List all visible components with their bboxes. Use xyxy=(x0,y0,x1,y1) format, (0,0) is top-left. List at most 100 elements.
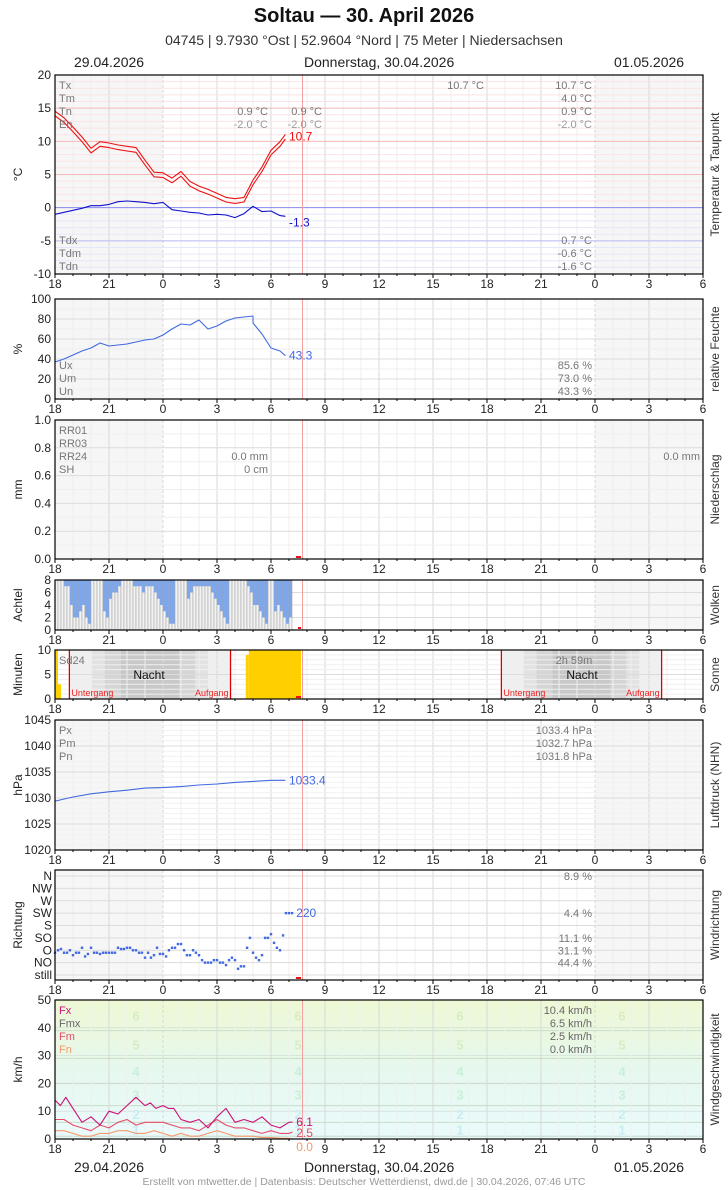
legend-SH: SH xyxy=(59,464,74,476)
y-tick-label: 60 xyxy=(38,332,52,346)
beaufort-label: 4 xyxy=(456,1064,464,1079)
cloud-bar xyxy=(106,580,110,618)
wind-direction-point xyxy=(215,958,219,962)
cloud-bar xyxy=(199,580,203,587)
x-tick-label: 18 xyxy=(480,402,494,416)
cloud-bar xyxy=(139,580,143,587)
x-tick-label: 3 xyxy=(214,402,221,416)
legend-Tdm: Tdm xyxy=(59,248,81,260)
stat-fmx: 6.5 km/h xyxy=(550,1018,592,1030)
stat-en-day1: -2.0 °C xyxy=(234,119,268,131)
legend-RR24: RR24 xyxy=(59,451,87,463)
wind-fx-current: 6.1 xyxy=(296,1115,313,1129)
y-axis-label: hPa xyxy=(11,774,25,796)
wind-direction-point xyxy=(71,954,75,957)
cloud-bar xyxy=(112,580,116,593)
x-tick-label: 6 xyxy=(268,1142,275,1156)
x-tick-label: 9 xyxy=(322,402,329,416)
legend-Pm: Pm xyxy=(59,738,76,750)
stat-en-day1b: -2.0 °C xyxy=(288,119,322,131)
cloud-bar xyxy=(277,580,281,605)
wind-direction-point xyxy=(161,952,165,956)
x-tick-label: 3 xyxy=(214,702,221,716)
stat-tm: 4.0 °C xyxy=(561,93,592,105)
y-tick-label: 20 xyxy=(38,68,52,82)
y-tick-label: NO xyxy=(34,956,52,970)
wind-direction-point xyxy=(269,932,273,936)
x-tick-label: 18 xyxy=(48,1142,62,1156)
wind-direction-point xyxy=(221,961,225,964)
x-tick-label: 18 xyxy=(480,277,494,291)
y-tick-label: 1025 xyxy=(24,817,51,831)
wind-direction-point xyxy=(158,952,162,956)
date-left: 29.04.2026 xyxy=(74,54,145,70)
temperature-side-label: Temperatur & Taupunkt xyxy=(708,112,722,237)
wind-direction-side-label: Windrichtung xyxy=(708,890,722,960)
beaufort-label: 5 xyxy=(456,1037,463,1052)
x-tick-label: 18 xyxy=(480,702,494,716)
stat-rr24-right: 0.0 mm xyxy=(663,451,700,463)
wind-direction-point xyxy=(263,936,267,940)
beaufort-label: 5 xyxy=(618,1037,625,1052)
x-tick-label: 21 xyxy=(102,1142,116,1156)
cloud-bar xyxy=(136,580,140,587)
wind-direction-point xyxy=(140,951,144,954)
cloud-bar xyxy=(151,580,155,587)
y-tick-label: 1045 xyxy=(24,713,51,727)
x-tick-label: 9 xyxy=(322,562,329,576)
x-tick-label: 21 xyxy=(102,702,116,716)
cloud-bar xyxy=(187,580,191,599)
y-tick-label: 0.4 xyxy=(34,496,51,510)
x-tick-label: 3 xyxy=(646,1142,653,1156)
stat-pn: 1031.8 hPa xyxy=(536,751,593,763)
legend-Tm: Tm xyxy=(59,93,75,105)
beaufort-label: 3 xyxy=(456,1088,463,1103)
sunshine-bar xyxy=(58,684,62,699)
wind-direction-point xyxy=(206,961,210,964)
beaufort-label: 6 xyxy=(132,1008,139,1023)
y-tick-label: 4 xyxy=(44,598,51,612)
wind-direction-point xyxy=(137,951,141,954)
pressure-panel xyxy=(54,719,704,851)
cloud-bar xyxy=(148,580,152,587)
x-tick-label: 21 xyxy=(102,562,116,576)
cloud-bar xyxy=(118,580,122,587)
stat-dir-o: 31.1 % xyxy=(558,945,592,957)
wind-direction-point xyxy=(278,949,282,952)
wind-fm-line xyxy=(55,1118,293,1134)
x-tick-label: 6 xyxy=(700,702,707,716)
y-axis-label: °C xyxy=(11,167,25,181)
sunrise-label: Aufgang xyxy=(195,688,229,698)
y-tick-label: 20 xyxy=(38,372,52,386)
x-tick-label: 3 xyxy=(646,402,653,416)
x-tick-label: 3 xyxy=(646,277,653,291)
beaufort-label: 5 xyxy=(132,1037,139,1052)
beaufort-label: 3 xyxy=(618,1088,625,1103)
cloud-bar xyxy=(82,580,86,605)
x-tick-label: 6 xyxy=(268,983,275,997)
beaufort-label: 6 xyxy=(618,1008,625,1023)
wind-direction-point xyxy=(284,911,288,915)
humidity-line xyxy=(54,315,286,363)
y-tick-label: 5 xyxy=(44,668,51,682)
date-right-bottom: 01.05.2026 xyxy=(614,1159,685,1175)
wind-direction-point xyxy=(272,941,276,945)
x-tick-label: 18 xyxy=(480,562,494,576)
x-tick-label: 0 xyxy=(160,402,167,416)
beaufort-label: 4 xyxy=(294,1064,302,1079)
y-tick-label: 0.0 xyxy=(34,552,51,566)
cloud-bar xyxy=(205,580,209,587)
y-tick-label: S xyxy=(44,919,52,933)
y-tick-label: O xyxy=(43,943,52,957)
cloud-bar xyxy=(88,580,92,624)
y-tick-label: 0.6 xyxy=(34,469,51,483)
sunshine-bar xyxy=(245,654,249,699)
x-tick-label: 9 xyxy=(322,702,329,716)
wind-direction-point xyxy=(152,954,156,957)
x-tick-label: 21 xyxy=(534,1142,548,1156)
x-tick-label: 21 xyxy=(534,562,548,576)
wind-direction-point xyxy=(242,965,246,968)
cloud-bar xyxy=(202,580,206,587)
night-label: Nacht xyxy=(133,668,165,682)
y-tick-label: 40 xyxy=(38,352,52,366)
